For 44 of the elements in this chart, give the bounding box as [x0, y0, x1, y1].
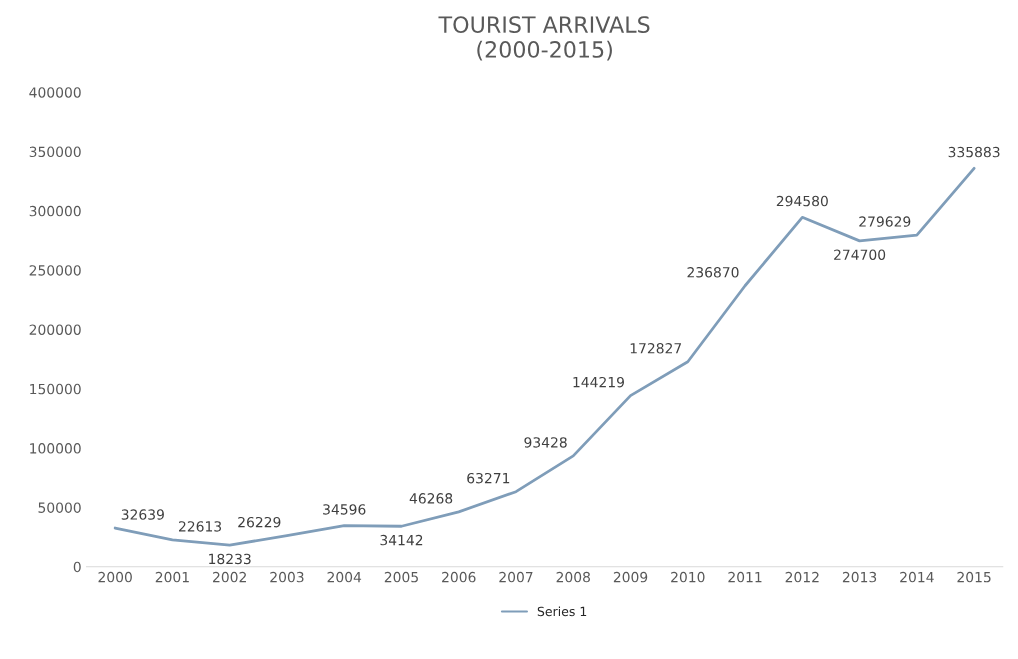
data-label: 22613 [179, 521, 222, 532]
legend-label: Series 1 [537, 606, 587, 617]
data-label: 144219 [573, 376, 624, 388]
x-tick-label: 2010 [671, 571, 705, 583]
data-label: 335883 [948, 146, 1000, 158]
data-label: 32639 [121, 509, 164, 520]
data-label: 172827 [630, 342, 682, 354]
data-label: 294580 [776, 195, 828, 207]
data-label: 34596 [323, 504, 366, 515]
x-tick-label: 2015 [957, 571, 991, 583]
x-tick-label: 2004 [327, 571, 362, 583]
x-tick-label: 2000 [98, 571, 132, 583]
data-label: 236870 [687, 267, 739, 278]
data-label: 34142 [380, 534, 423, 546]
data-label: 279629 [859, 216, 911, 227]
data-label: 93428 [524, 437, 567, 448]
data-label: 46268 [409, 493, 453, 504]
y-tick-label: 250000 [29, 265, 81, 276]
data-label: 274700 [834, 249, 886, 260]
x-tick-label: 2001 [155, 571, 189, 583]
x-tick-label: 2008 [556, 571, 590, 583]
y-tick-label: 100000 [30, 443, 81, 454]
y-tick-label: 50000 [38, 502, 81, 513]
chart-title: TOURIST ARRIVALS (2000-2015) [438, 16, 650, 61]
x-tick-label: 2013 [842, 571, 877, 583]
data-label: 63271 [467, 472, 510, 484]
y-tick-label: 200000 [29, 324, 81, 335]
x-tick-label: 2007 [499, 571, 533, 583]
x-tick-label: 2012 [785, 571, 819, 583]
x-tick-label: 2014 [900, 571, 934, 583]
data-label: 18233 [209, 553, 251, 565]
y-tick-label: 150000 [30, 383, 81, 395]
line-series [113, 166, 976, 547]
y-tick-label: 400000 [29, 87, 81, 98]
x-tick-label: 2005 [384, 571, 418, 583]
x-tick-label: 2009 [613, 571, 648, 583]
data-label: 26229 [238, 516, 281, 528]
y-tick-label: 350000 [29, 146, 81, 158]
y-tick-label: 0 [73, 561, 81, 573]
y-tick-label: 300000 [29, 205, 81, 217]
x-tick-label: 2003 [270, 571, 304, 583]
x-tick-label: 2006 [442, 571, 476, 583]
x-tick-label: 2011 [728, 571, 762, 583]
x-tick-label: 2002 [213, 571, 246, 583]
